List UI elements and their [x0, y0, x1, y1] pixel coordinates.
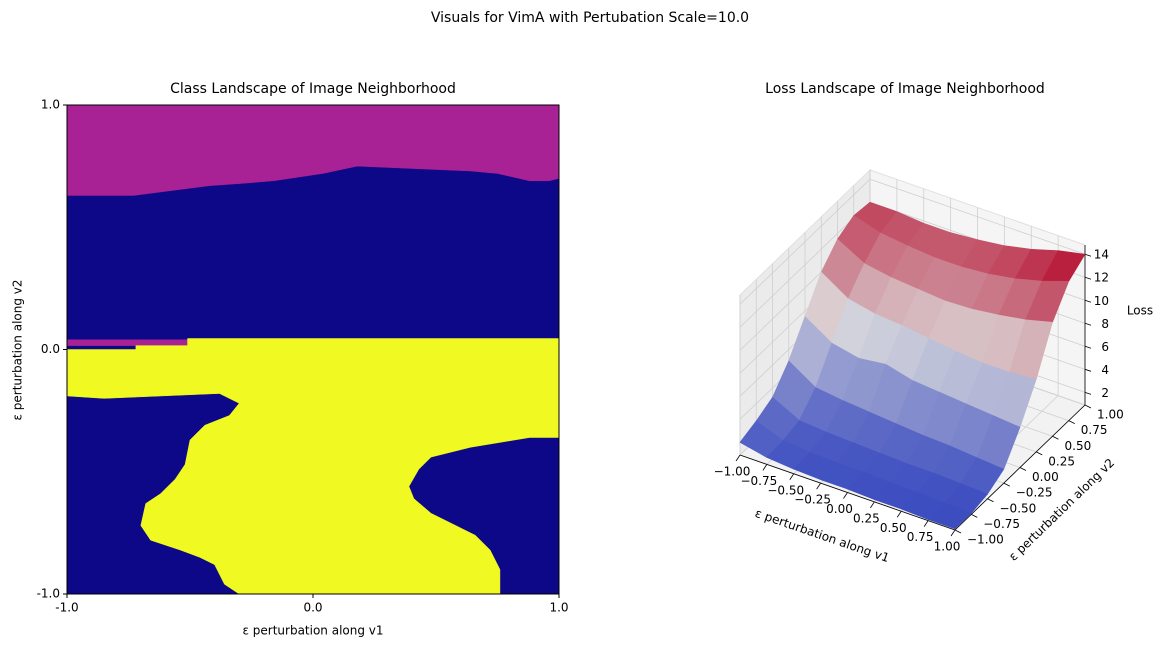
tick — [762, 464, 768, 471]
y-tick-label: 0.50 — [1065, 439, 1092, 453]
z-tick-label: 14 — [1094, 248, 1109, 262]
x-axis-line — [739, 454, 956, 531]
x-tick-label: −0.25 — [794, 493, 831, 507]
y-tick-label: 0.25 — [1048, 454, 1075, 468]
tick — [1084, 322, 1092, 326]
y-tick-label: −0.75 — [983, 517, 1020, 531]
x-tick-label: 1.0 — [549, 601, 568, 615]
x-tick-label: −1.00 — [714, 465, 751, 479]
z-tick-label: 6 — [1101, 340, 1109, 354]
y-axis-line — [954, 404, 1086, 531]
x-tick-label: 0.25 — [853, 511, 880, 525]
x-tick-label: -1.0 — [55, 601, 78, 615]
y-tick-label: 1.0 — [41, 98, 60, 112]
y-axis-label: ε perturbation along v2 — [11, 279, 25, 420]
tick — [870, 501, 875, 509]
z-tick-label: 8 — [1101, 317, 1109, 331]
tick — [1068, 420, 1075, 424]
class-region — [66, 339, 188, 346]
tick — [843, 492, 848, 499]
y-tick-label: 1.00 — [1097, 408, 1124, 422]
tick — [954, 529, 962, 534]
tick — [1084, 368, 1092, 372]
tick — [1084, 253, 1092, 257]
tick — [987, 498, 994, 503]
figure-title: Visuals for VimA with Pertubation Scale=… — [431, 10, 749, 26]
tick — [950, 529, 956, 537]
grid-line — [739, 178, 871, 305]
tick — [1084, 276, 1092, 280]
y-tick-label: −1.00 — [967, 533, 1004, 547]
tick — [923, 520, 929, 527]
z-axis-label: Loss — [1127, 304, 1153, 318]
x-tick-label: −0.75 — [740, 474, 777, 488]
tick — [896, 511, 902, 518]
class-region — [66, 104, 560, 196]
x-tick-label: −0.50 — [767, 483, 804, 497]
tick — [1084, 345, 1092, 349]
tick — [789, 473, 795, 480]
y-tick-label: 0.75 — [1081, 423, 1108, 437]
x-tick-label: 1.00 — [934, 540, 961, 554]
chart-title: Class Landscape of Image Neighborhood — [170, 81, 456, 97]
z-tick-label: 12 — [1094, 271, 1109, 285]
y-tick-label: −0.50 — [1000, 501, 1037, 515]
tick — [1084, 299, 1092, 303]
x-tick-label: 0.50 — [880, 521, 907, 535]
tick — [1052, 435, 1059, 440]
tick — [1036, 451, 1043, 456]
y-tick-label: 0.00 — [1032, 470, 1059, 484]
tick — [816, 482, 821, 490]
grid-line — [869, 178, 1086, 255]
y-tick-label: −0.25 — [1016, 486, 1053, 500]
y-tick-label: 0.0 — [41, 342, 60, 356]
tick — [1003, 482, 1010, 487]
z-tick-label: 2 — [1101, 386, 1109, 400]
z-tick-label: 4 — [1101, 363, 1109, 377]
x-tick-label: 0.0 — [303, 601, 322, 615]
tick — [1019, 467, 1027, 471]
tick — [971, 514, 978, 518]
tick — [735, 454, 741, 462]
z-tick-label: 10 — [1094, 294, 1109, 308]
tick — [1084, 391, 1092, 395]
surface-face — [927, 502, 972, 530]
chart-title: Loss Landscape of Image Neighborhood — [765, 81, 1045, 97]
y-tick-label: -1.0 — [37, 587, 60, 601]
x-tick-label: 0.75 — [907, 530, 934, 544]
x-tick-label: 0.00 — [826, 502, 853, 516]
x-axis-label: ε perturbation along v1 — [242, 624, 383, 638]
tick — [1084, 404, 1092, 409]
